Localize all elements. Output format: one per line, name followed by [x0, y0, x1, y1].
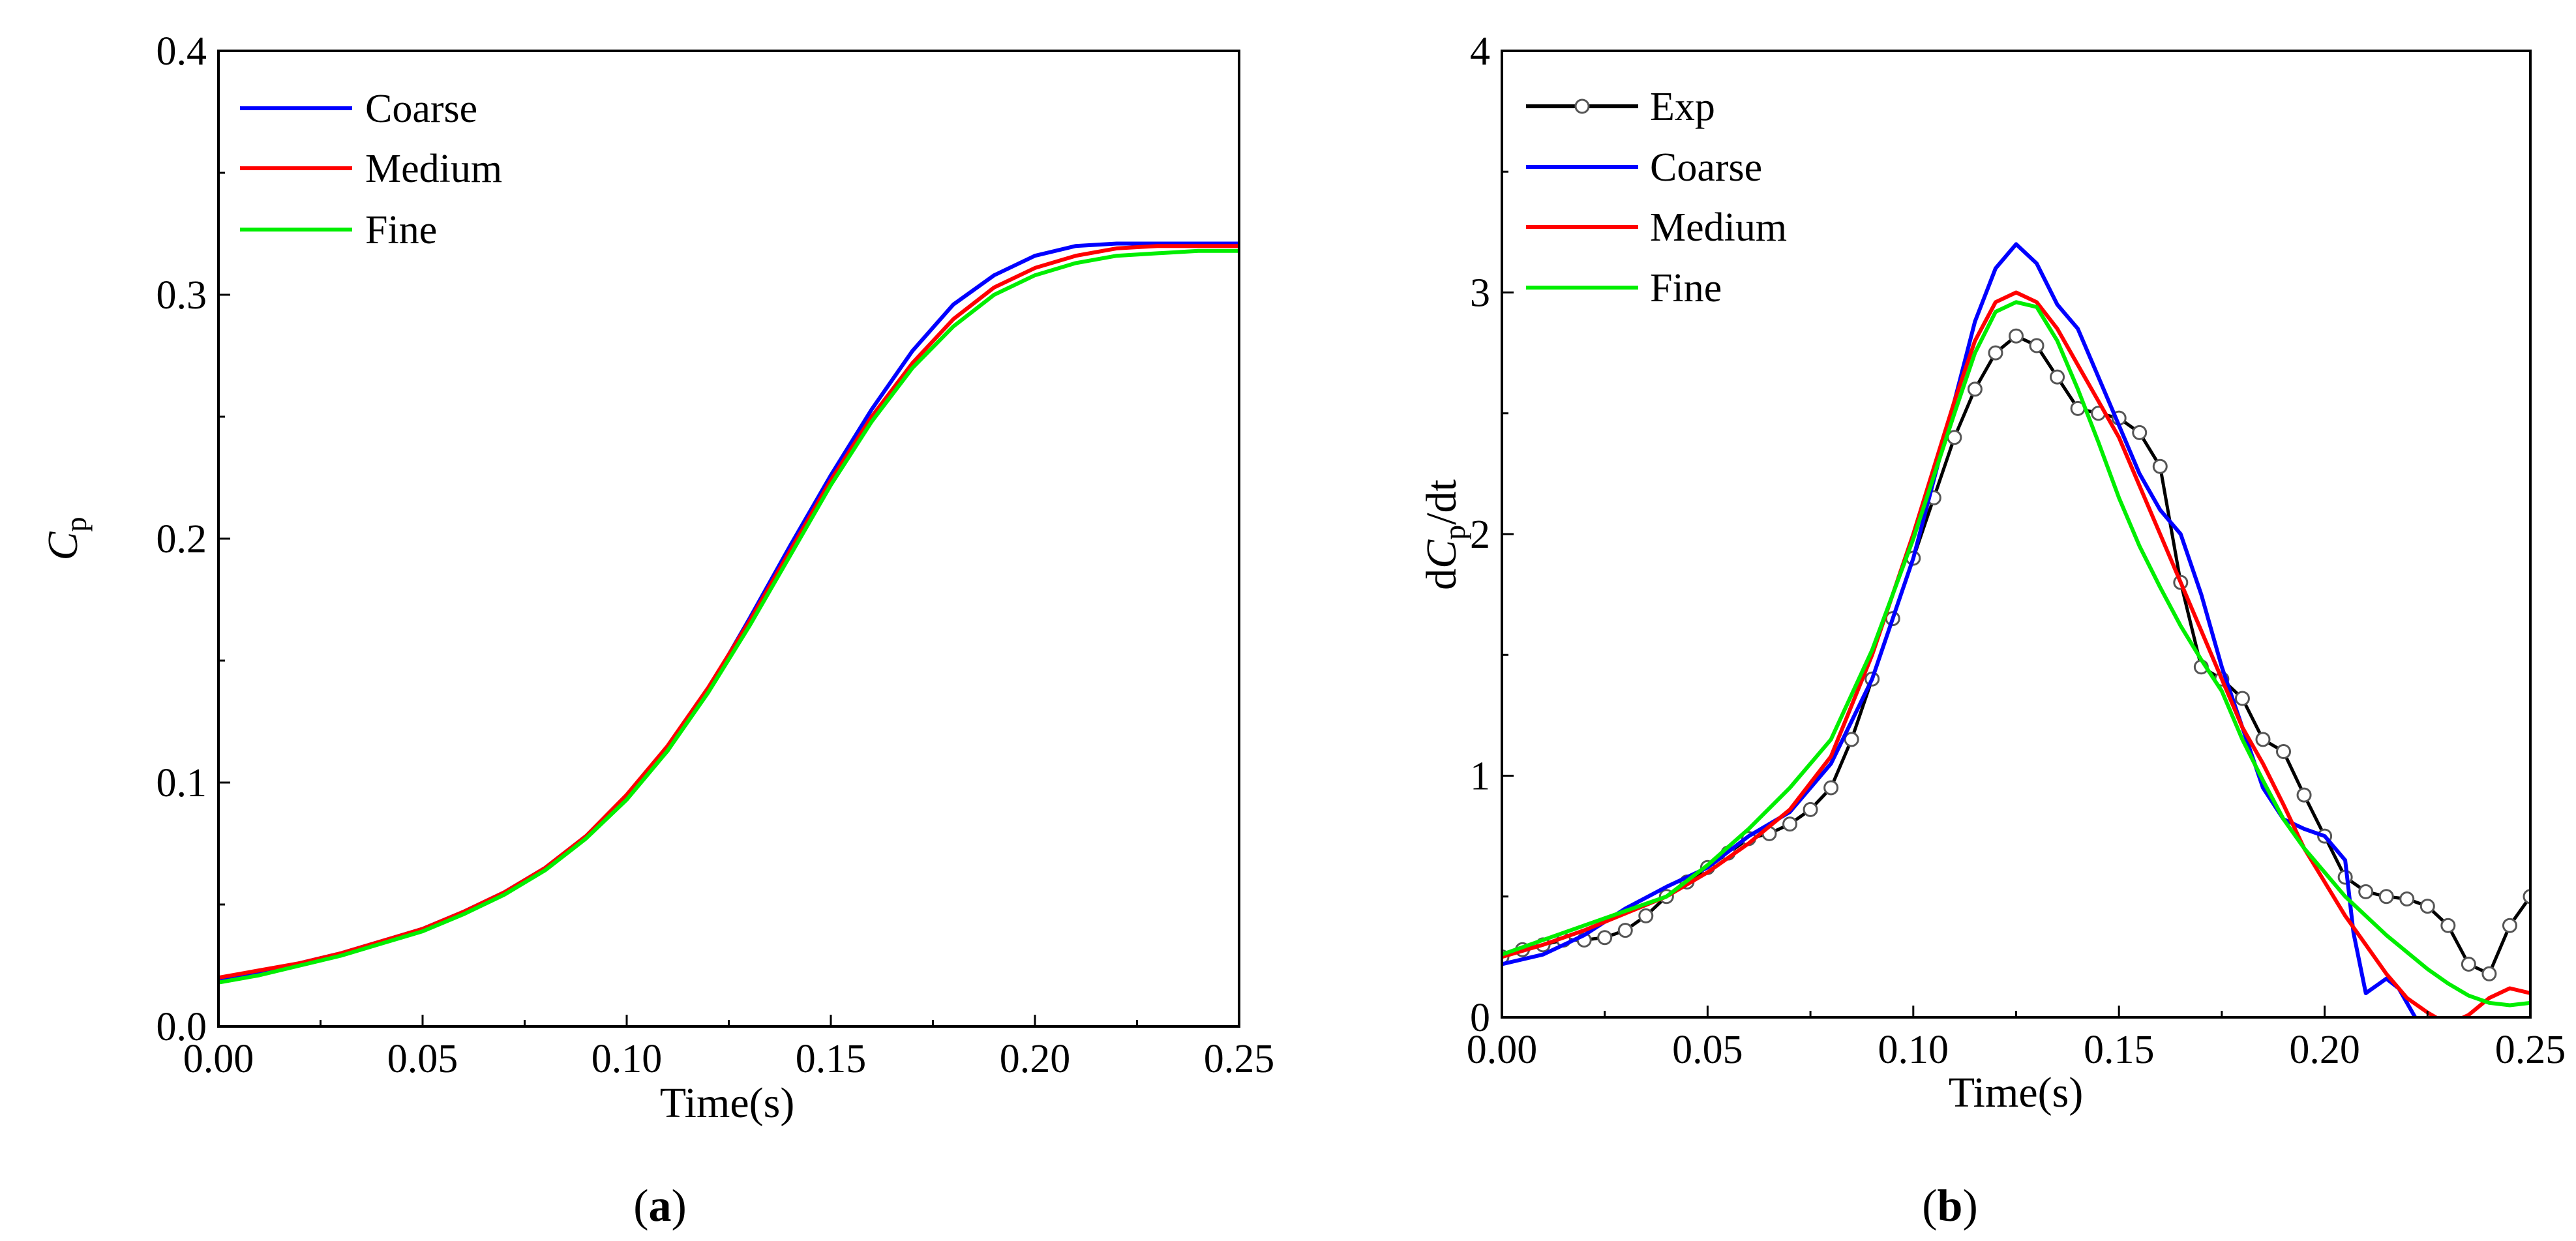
series-line-medium [218, 244, 1239, 980]
data-point-exp [2152, 458, 2168, 474]
series-line-medium [1502, 290, 2530, 1017]
data-point-exp [1844, 732, 1859, 747]
data-point-exp [2255, 732, 2271, 747]
chart-panel-a: 0.00 0.05 0.10 0.15 0.20 0.250.00.10.20.30.4 … [39, 29, 1274, 1231]
y-tick-label: 2 [1470, 513, 1490, 557]
y-tick-label: 0.0 [157, 1005, 207, 1049]
panel-b-series-layer [1502, 242, 2530, 1017]
panel-a-series-layer [218, 241, 1239, 985]
panel-a-legend: Coarse Medium Fine [240, 87, 502, 252]
legend-label-coarse: Coarse [1650, 145, 1762, 190]
data-point-exp [1803, 801, 1818, 817]
y-tick-label: 3 [1470, 271, 1490, 316]
panel-b-x-axis-title: Time(s) [1949, 1069, 2084, 1116]
panel-a-plot-frame [217, 50, 1240, 1028]
x-tick-label: 0.05 [1672, 1028, 1743, 1072]
x-tick-label: 0.00 [183, 1037, 254, 1081]
data-point-exp [1782, 816, 1798, 832]
x-tick-label: 0.10 [592, 1037, 663, 1081]
y-tick-label: 1 [1470, 755, 1490, 799]
data-point-exp [1823, 780, 1839, 796]
y-tick-label: 0 [1470, 996, 1490, 1040]
panel-b-ticks: 0.00 0.05 0.10 0.15 0.20 0.25 0 1 2 3 4 [1467, 29, 2566, 1072]
panel-a-ticks: 0.00 0.05 0.10 0.15 0.20 0.25 0.0 0.1 0.2 0.3 0.4 [157, 29, 1275, 1081]
x-tick-label: 0.10 [1878, 1028, 1949, 1072]
legend-label-medium: Medium [365, 147, 502, 191]
data-point-exp [1617, 923, 1633, 938]
series-line-exp [1502, 334, 2530, 976]
data-point-exp [2440, 918, 2456, 933]
series-line-fine [218, 248, 1239, 985]
panel-b-legend: Exp Coarse Medium Fine [1526, 85, 1787, 310]
data-point-exp [2461, 956, 2476, 972]
data-point-exp [2009, 328, 2024, 344]
series-line-coarse [1502, 242, 2418, 1017]
y-tick-label: 0.3 [157, 273, 207, 318]
x-tick-label: 0.00 [1467, 1028, 1538, 1072]
y-tick-label: 0.2 [157, 517, 207, 561]
data-point-exp [2419, 899, 2435, 914]
x-tick-label: 0.15 [796, 1037, 867, 1081]
panel-b-label: (b) [1922, 1181, 1978, 1231]
data-point-exp [2050, 369, 2065, 385]
panel-b-y-axis-title: dCp/dt [1418, 479, 1471, 590]
y-tick-label: 0.4 [157, 29, 207, 74]
data-point-exp [2234, 691, 2250, 706]
legend-label-exp: Exp [1650, 85, 1715, 129]
legend-marker-exp [1574, 98, 1590, 114]
data-point-exp [2502, 918, 2517, 933]
series-line-fine [1502, 300, 2530, 1008]
data-point-exp [2132, 425, 2148, 440]
data-point-exp [1597, 930, 1613, 946]
data-point-exp [2399, 891, 2415, 906]
data-point-exp [2358, 884, 2374, 899]
legend-label-fine: Fine [1650, 266, 1722, 310]
x-tick-label: 0.05 [387, 1037, 458, 1081]
series-line-coarse [218, 241, 1239, 982]
panel-a-x-axis-title: Time(s) [660, 1079, 795, 1127]
data-point-exp [2276, 743, 2292, 759]
data-point-exp [2481, 966, 2497, 981]
data-point-exp [2523, 889, 2530, 905]
legend-label-fine: Fine [365, 208, 437, 252]
data-point-exp [1967, 381, 1983, 397]
data-point-exp [1638, 908, 1654, 923]
data-point-exp [2029, 338, 2044, 353]
panel-b-plot-frame [1501, 50, 2532, 1019]
legend-label-medium: Medium [1650, 205, 1787, 250]
y-tick-label: 0.1 [157, 761, 207, 805]
x-tick-label: 0.20 [2289, 1028, 2360, 1072]
panel-a-y-axis-title: Cp [39, 516, 93, 560]
y-tick-label: 4 [1470, 29, 1490, 74]
x-tick-label: 0.20 [1000, 1037, 1071, 1081]
x-tick-label: 0.25 [1204, 1037, 1275, 1081]
panel-a-label: (a) [633, 1181, 687, 1231]
x-tick-label: 0.15 [2084, 1028, 2155, 1072]
data-point-exp [2296, 787, 2312, 803]
data-point-exp [1988, 345, 2003, 361]
chart-panel-b: 0.00 0.05 0.10 0.15 0.20 0.25 0 1 2 3 4 Exp Coarse… [1418, 29, 2566, 1231]
data-point-exp [2378, 889, 2394, 905]
legend-label-coarse: Coarse [365, 87, 477, 131]
x-tick-label: 0.25 [2495, 1028, 2566, 1072]
